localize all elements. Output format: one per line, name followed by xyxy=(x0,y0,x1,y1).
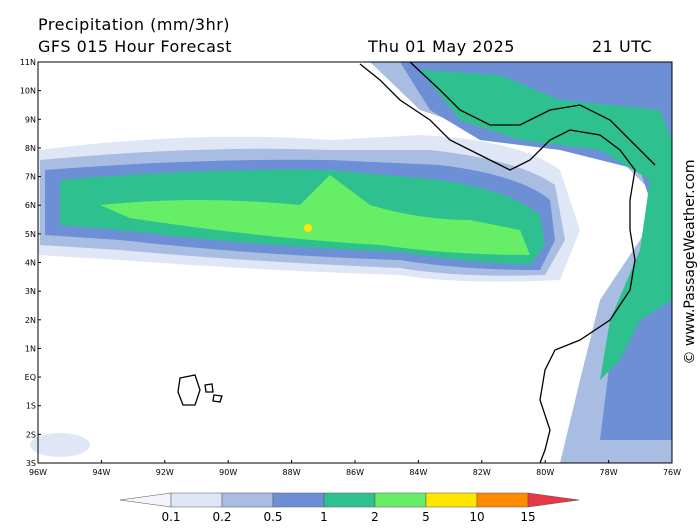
lon-label: 84W xyxy=(409,468,427,477)
lat-label: 1N xyxy=(25,344,36,353)
legend-label: 15 xyxy=(520,510,535,524)
legend-label: 0.5 xyxy=(263,510,282,524)
legend-label: 0.2 xyxy=(212,510,231,524)
lon-label: 80W xyxy=(536,468,554,477)
legend-box xyxy=(374,492,427,508)
watermark: © www.PassageWeather.com xyxy=(682,159,698,364)
legend-box xyxy=(476,492,529,508)
legend-arrow xyxy=(119,492,172,508)
legend-arrow xyxy=(527,492,580,508)
lat-label: 5N xyxy=(25,230,36,239)
coastline xyxy=(177,61,656,464)
lat-label: 1S xyxy=(26,402,36,411)
legend-box xyxy=(170,492,223,508)
lon-label: 94W xyxy=(92,468,110,477)
precip-field xyxy=(30,62,672,463)
time: 21 UTC xyxy=(592,37,652,56)
legend-box xyxy=(272,492,325,508)
lat-label: 10N xyxy=(20,87,36,96)
lat-label: EQ xyxy=(25,373,36,382)
lat-label: 4N xyxy=(25,259,36,268)
lon-label: 78W xyxy=(600,468,618,477)
lon-label: 82W xyxy=(473,468,491,477)
legend-label: 2 xyxy=(371,510,379,524)
lon-label: 92W xyxy=(156,468,174,477)
lon-label: 86W xyxy=(346,468,364,477)
legend-box xyxy=(323,492,376,508)
date: Thu 01 May 2025 xyxy=(367,37,515,56)
lat-label: 3N xyxy=(25,287,36,296)
legend-label: 10 xyxy=(469,510,484,524)
lon-label: 88W xyxy=(283,468,301,477)
lon-label: 76W xyxy=(663,468,681,477)
lat-label: 3S xyxy=(26,459,36,468)
lon-label: 90W xyxy=(219,468,237,477)
model: GFS 015 Hour Forecast xyxy=(38,37,232,56)
legend: 0.1 0.2 0.5 1 2 5 10 15 xyxy=(119,492,580,524)
lon-label: 96W xyxy=(29,468,47,477)
lat-label: 8N xyxy=(25,144,36,153)
lat-label: 11N xyxy=(20,58,36,67)
lat-label: 9N xyxy=(25,115,36,124)
legend-box xyxy=(221,492,274,508)
legend-box xyxy=(425,492,478,508)
legend-label: 1 xyxy=(320,510,328,524)
lat-label: 2N xyxy=(25,316,36,325)
legend-label: 5 xyxy=(422,510,430,524)
lat-label: 6N xyxy=(25,201,36,210)
legend-label: 0.1 xyxy=(161,510,180,524)
lat-label: 7N xyxy=(25,173,36,182)
lat-label: 2S xyxy=(26,430,36,439)
title: Precipitation (mm/3hr) xyxy=(38,15,230,34)
